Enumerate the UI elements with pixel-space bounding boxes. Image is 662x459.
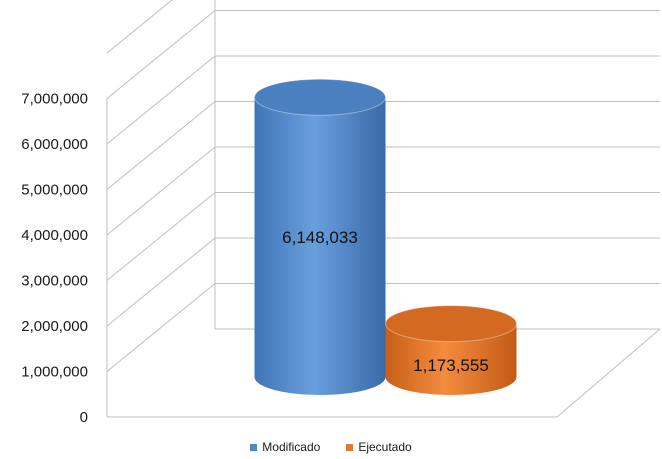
bar-body [385, 323, 517, 395]
legend-label-modificado: Modificado [262, 440, 321, 454]
y-tick-labels: 0 1,000,000 2,000,000 3,000,000 4,000,000 5,0… [21, 91, 88, 427]
y-tick-label: 5,000,000 [21, 182, 88, 199]
grid-diagonal [106, 192, 216, 281]
grid-diagonal [106, 101, 216, 190]
data-label: 6,148,033 [282, 228, 358, 247]
data-label: 1,173,555 [413, 356, 489, 375]
y-tick-label: 4,000,000 [21, 227, 88, 244]
legend-item-modificado: Modificado [250, 440, 320, 454]
y-tick-label: 2,000,000 [21, 318, 88, 335]
legend-item-ejecutado: Ejecutado [346, 440, 412, 454]
bar-ejecutado [385, 305, 517, 395]
grid-diagonal [106, 0, 173, 54]
grid-diagonal [106, 55, 216, 145]
y-tick-label: 1,000,000 [21, 364, 88, 381]
bar-body [254, 97, 386, 395]
axis-lines [106, 0, 661, 418]
bars [254, 78, 517, 395]
bar-top [385, 305, 517, 343]
bar-modificado [254, 78, 386, 395]
grid-diagonal [106, 237, 216, 327]
legend: Modificado Ejecutado [0, 440, 662, 454]
bar-top [254, 78, 386, 116]
y-tick-label: 7,000,000 [21, 91, 88, 108]
y-tick-label: 3,000,000 [21, 273, 88, 290]
grid-diagonal [106, 283, 216, 372]
data-labels: 6,148,033 1,173,555 [282, 228, 489, 375]
y-tick-label: 0 [80, 409, 88, 426]
legend-swatch-orange [346, 443, 354, 451]
y-tick-label: 6,000,000 [21, 136, 88, 153]
legend-label-ejecutado: Ejecutado [358, 440, 412, 454]
grid-diagonal [106, 146, 216, 236]
legend-swatch-blue [250, 443, 258, 451]
grid-diagonal [106, 10, 216, 99]
floor-right-edge [556, 328, 661, 418]
